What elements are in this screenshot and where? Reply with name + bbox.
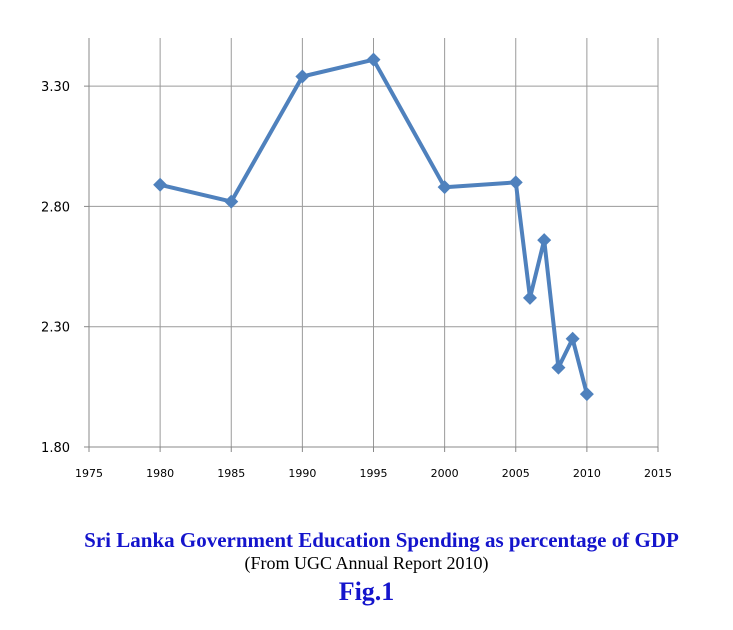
data-point-marker — [551, 360, 566, 375]
x-tick-label: 2005 — [502, 467, 530, 480]
x-tick-label: 2015 — [644, 467, 672, 480]
grid — [89, 38, 659, 447]
x-tick-label: 2010 — [573, 467, 601, 480]
x-tick-label: 1985 — [217, 467, 245, 480]
y-tick-label: 1.80 — [41, 441, 70, 456]
series-education-spending — [153, 52, 594, 402]
data-point-marker — [579, 387, 594, 402]
data-point-marker — [366, 52, 381, 67]
x-tick-label: 1980 — [146, 467, 174, 480]
y-tick-labels: 1.80 2.30 2.80 3.30 — [41, 80, 70, 456]
x-tick-label: 1995 — [360, 467, 388, 480]
data-point-marker — [153, 177, 168, 192]
x-tick-label: 1990 — [288, 467, 316, 480]
line-chart: 1975 1980 1985 1990 1995 2000 2005 2010 2015 1.8… — [41, 38, 672, 480]
data-point-marker — [565, 331, 580, 346]
figure-label: Fig.1 — [338, 577, 395, 606]
x-tick-label: 2000 — [431, 467, 459, 480]
axes — [84, 38, 659, 452]
x-tick-label: 1975 — [75, 467, 103, 480]
y-tick-label: 2.80 — [41, 200, 70, 215]
x-tick-labels: 1975 1980 1985 1990 1995 2000 2005 2010 2015 — [75, 467, 672, 480]
data-point-marker — [437, 180, 452, 195]
data-point-marker — [522, 290, 537, 305]
data-point-marker — [295, 69, 310, 84]
y-tick-label: 3.30 — [41, 80, 70, 95]
y-tick-label: 2.30 — [41, 321, 70, 336]
data-point-marker — [224, 194, 239, 209]
chart-title: Sri Lanka Government Education Spending … — [84, 528, 679, 552]
chart-subtitle: (From UGC Annual Report 2010) — [244, 553, 489, 573]
data-point-marker — [537, 233, 552, 248]
data-point-marker — [508, 175, 523, 190]
